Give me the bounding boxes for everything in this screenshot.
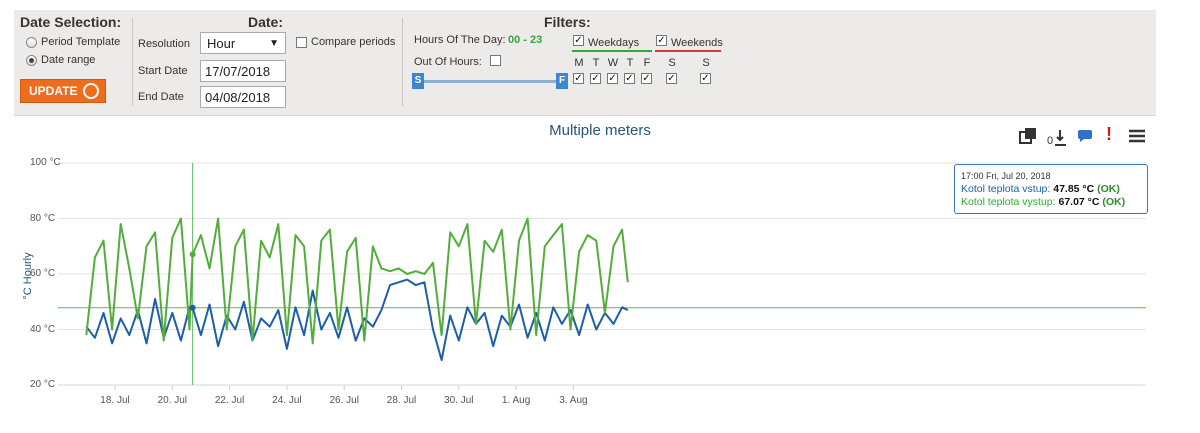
slider-start-handle[interactable]: S	[412, 73, 424, 89]
weekends-underline	[655, 50, 721, 52]
series-line	[85, 278, 629, 361]
weekdays-checkbox[interactable]: ✓	[573, 35, 584, 46]
tooltip-value: 47.85 °C	[1053, 183, 1095, 195]
day-checkbox-sun[interactable]: ✓	[700, 73, 711, 84]
day-label-wed: W	[607, 57, 619, 69]
weekdays-label: Weekdays	[588, 37, 640, 49]
end-date-input[interactable]: 04/08/2018	[200, 86, 286, 108]
tooltip-value: 67.07 °C	[1058, 196, 1100, 208]
tooltip-series-name: Kotol teplota vystup:	[961, 196, 1056, 208]
fullscreen-icon[interactable]	[1019, 127, 1039, 148]
day-checkbox-mon[interactable]: ✓	[573, 73, 584, 84]
start-date-value: 17/07/2018	[205, 63, 271, 79]
day-label-sat: S	[668, 57, 676, 69]
refresh-icon	[83, 83, 100, 99]
date-selection-title: Date Selection:	[20, 14, 122, 30]
y-tick-label: 20 °C	[30, 379, 56, 390]
hours-range-value: 00 - 23	[508, 34, 543, 46]
menu-icon[interactable]	[1128, 127, 1146, 148]
hover-marker	[189, 251, 196, 258]
end-date-label: End Date	[138, 91, 184, 103]
x-tick-label: 3. Aug	[559, 395, 588, 406]
dropdown-arrow-icon: ▼	[269, 37, 279, 49]
tooltip-row-vystup: Kotol teplota vystup: 67.07 °C (OK)	[961, 196, 1141, 209]
tooltip-series-name: Kotol teplota vstup:	[961, 183, 1051, 195]
comment-icon[interactable]	[1076, 127, 1094, 148]
day-checkbox-fri[interactable]: ✓	[641, 73, 652, 84]
chart-tooltip: 17:00 Fri, Jul 20, 2018 Kotol teplota vs…	[954, 164, 1148, 214]
x-tick-label: 22. Jul	[214, 395, 245, 406]
date-range-radio[interactable]	[26, 55, 37, 66]
y-tick-label: 60 °C	[30, 268, 56, 279]
day-label-thu: T	[626, 57, 634, 69]
out-of-hours-label: Out Of Hours:	[414, 56, 482, 68]
svg-text:0: 0	[1047, 135, 1053, 147]
x-tick-label: 18. Jul	[100, 395, 130, 406]
hours-slider-track[interactable]	[418, 80, 562, 83]
end-date-value: 04/08/2018	[205, 89, 271, 105]
x-tick-label: 24. Jul	[272, 395, 302, 406]
tooltip-row-vstup: Kotol teplota vstup: 47.85 °C (OK)	[961, 183, 1141, 196]
filter-toolbar: Date Selection: Period Template Date ran…	[14, 10, 1156, 116]
compare-periods-checkbox[interactable]	[296, 37, 307, 48]
day-label-tue: T	[592, 57, 600, 69]
x-tick-label: 30. Jul	[444, 395, 474, 406]
separator	[132, 18, 133, 106]
separator	[402, 18, 403, 106]
out-of-hours-checkbox[interactable]	[490, 55, 501, 66]
compare-periods-label: Compare periods	[311, 36, 396, 48]
y-tick-label: 40 °C	[30, 323, 56, 335]
weekends-label: Weekends	[671, 37, 723, 49]
day-checkbox-wed[interactable]: ✓	[607, 73, 618, 84]
alert-icon[interactable]: !	[1106, 124, 1112, 144]
day-label-fri: F	[643, 57, 651, 69]
x-tick-label: 28. Jul	[386, 395, 417, 406]
x-tick-label: 26. Jul	[329, 395, 359, 406]
weekdays-underline	[572, 50, 652, 52]
start-date-label: Start Date	[138, 65, 188, 77]
slider-end-handle[interactable]: F	[556, 73, 568, 89]
series-line	[85, 217, 629, 345]
date-title: Date:	[248, 14, 284, 30]
x-tick-label: 1. Aug	[501, 395, 531, 406]
tooltip-time: 17:00 Fri, Jul 20, 2018	[961, 171, 1051, 181]
tooltip-status: (OK)	[1102, 196, 1126, 208]
update-label: UPDATE	[29, 84, 78, 98]
day-label-sun: S	[702, 57, 710, 69]
resolution-select[interactable]: Hour ▼	[200, 32, 286, 54]
start-date-input[interactable]: 17/07/2018	[200, 60, 286, 82]
hover-marker	[189, 304, 196, 311]
update-button[interactable]: UPDATE	[20, 79, 106, 103]
resolution-label: Resolution	[138, 38, 190, 50]
filters-title: Filters:	[544, 14, 591, 30]
date-range-label: Date range	[41, 54, 96, 66]
day-checkbox-sat[interactable]: ✓	[666, 73, 677, 84]
y-tick-label: 80 °C	[30, 212, 56, 224]
day-checkbox-tue[interactable]: ✓	[590, 73, 601, 84]
day-checkbox-thu[interactable]: ✓	[624, 73, 635, 84]
tooltip-status: (OK)	[1097, 183, 1120, 195]
hours-of-day-label: Hours Of The Day:	[414, 34, 506, 46]
period-template-radio[interactable]	[26, 37, 37, 48]
download-icon[interactable]: 0	[1047, 127, 1069, 150]
resolution-value: Hour	[207, 35, 236, 51]
x-tick-label: 20. Jul	[157, 395, 188, 406]
period-template-label: Period Template	[41, 36, 121, 48]
day-label-mon: M	[574, 57, 584, 69]
weekends-checkbox[interactable]: ✓	[656, 35, 667, 46]
y-tick-label: 100 °C	[30, 157, 61, 168]
chart-title: Multiple meters	[549, 122, 651, 139]
